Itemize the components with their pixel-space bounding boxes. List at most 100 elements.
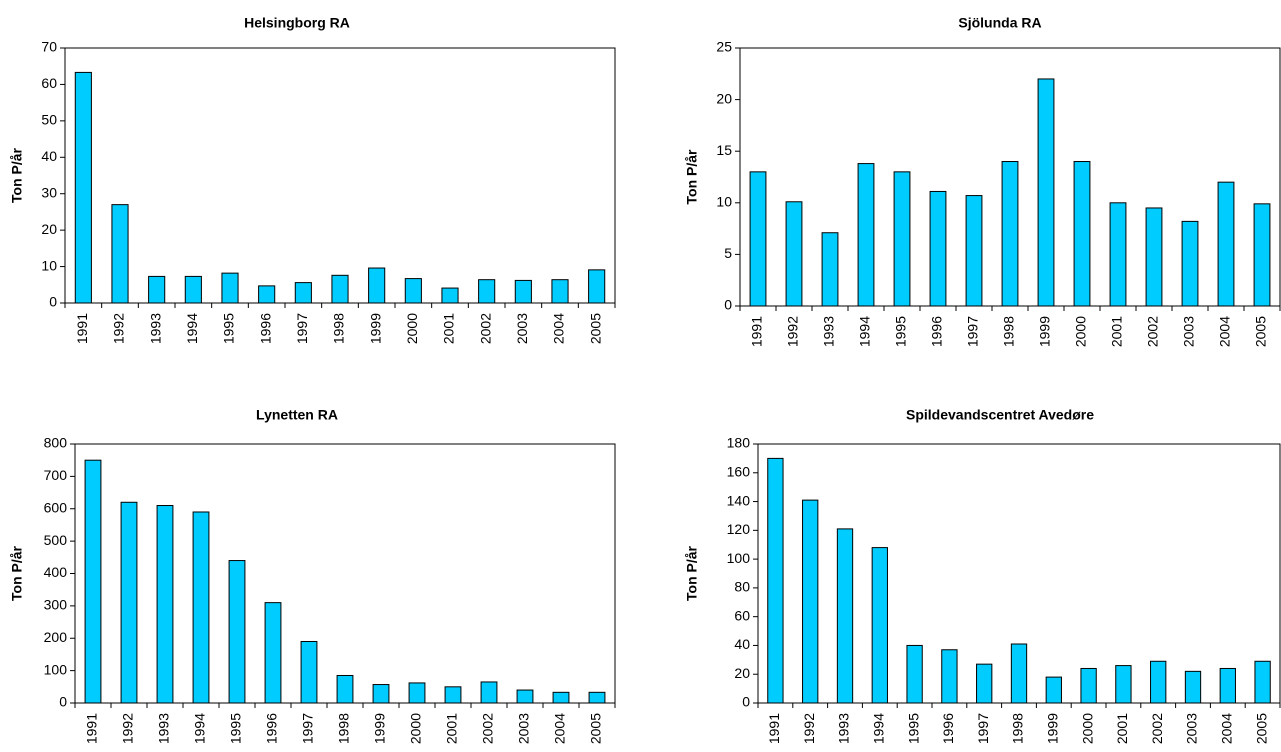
x-tick-label: 1997: [300, 713, 316, 744]
bar: [893, 171, 911, 307]
y-tick-label: 80: [734, 579, 750, 595]
chart-title: Sjölunda RA: [958, 15, 1041, 31]
y-tick-label: 400: [44, 564, 68, 580]
bar: [1253, 203, 1271, 307]
bar: [588, 269, 606, 304]
bar: [552, 691, 570, 704]
y-tick-label: 300: [44, 597, 68, 613]
bar: [871, 547, 888, 704]
x-tick-label: 1999: [367, 313, 383, 344]
x-tick-label: 2005: [1253, 713, 1269, 744]
x-tick-label: 2001: [1114, 713, 1130, 744]
x-tick-label: 1992: [785, 316, 801, 347]
x-tick-label: 1995: [893, 316, 909, 347]
bar: [785, 201, 803, 307]
x-tick-label: 1998: [1010, 713, 1026, 744]
y-axis-label: Ton P/år: [684, 545, 700, 601]
y-tick-label: 0: [59, 694, 67, 710]
x-tick-label: 1997: [294, 313, 310, 344]
bar: [480, 681, 498, 704]
x-tick-label: 2000: [408, 713, 424, 744]
bar: [228, 560, 246, 704]
y-tick-label: 120: [727, 521, 751, 537]
bar: [294, 282, 312, 304]
bar: [1150, 660, 1167, 704]
bar: [404, 278, 422, 304]
bar: [148, 275, 166, 304]
x-tick-label: 1995: [905, 713, 921, 744]
x-tick-label: 2001: [441, 313, 457, 344]
bar: [478, 279, 496, 304]
y-tick-label: 0: [49, 294, 57, 310]
bar: [906, 644, 923, 704]
bar: [1254, 660, 1271, 704]
bar: [1080, 667, 1097, 704]
x-tick-label: 1991: [74, 313, 90, 344]
y-tick-label: 140: [727, 492, 751, 508]
x-tick-label: 1997: [965, 316, 981, 347]
bar: [929, 190, 947, 307]
x-tick-label: 2000: [1079, 713, 1095, 744]
x-tick-label: 2002: [477, 313, 493, 344]
x-tick-label: 2005: [587, 313, 603, 344]
x-tick-label: 1996: [257, 313, 273, 344]
y-tick-label: 600: [44, 499, 68, 515]
x-tick-label: 1996: [940, 713, 956, 744]
x-tick-label: 1991: [766, 713, 782, 744]
x-tick-label: 2000: [1073, 316, 1089, 347]
x-tick-label: 1993: [821, 316, 837, 347]
y-tick-label: 30: [41, 184, 57, 200]
x-tick-label: 1994: [857, 316, 873, 347]
bar: [120, 501, 138, 704]
bar: [156, 505, 174, 704]
x-tick-label: 2004: [1219, 713, 1235, 744]
x-tick-label: 2002: [480, 713, 496, 744]
y-tick-label: 0: [724, 297, 732, 313]
x-tick-label: 1991: [749, 316, 765, 347]
bar: [1109, 202, 1127, 307]
bar: [588, 691, 606, 704]
x-tick-label: 1998: [331, 313, 347, 344]
bar: [1001, 161, 1019, 307]
x-tick-label: 2004: [552, 713, 568, 744]
bar: [264, 602, 282, 704]
x-tick-label: 1999: [372, 713, 388, 744]
y-tick-label: 15: [716, 142, 732, 158]
bar: [551, 279, 569, 304]
x-tick-label: 1993: [156, 713, 172, 744]
x-tick-label: 1999: [1037, 316, 1053, 347]
bar: [1037, 78, 1055, 307]
x-tick-label: 1992: [120, 713, 136, 744]
x-tick-label: 1998: [336, 713, 352, 744]
bar: [965, 195, 983, 307]
plot-frame: [64, 47, 616, 304]
bar: [74, 71, 92, 304]
bar: [221, 272, 239, 304]
y-tick-label: 200: [44, 629, 68, 645]
x-tick-label: 1994: [184, 313, 200, 344]
bar: [192, 511, 210, 704]
bar: [516, 689, 534, 704]
x-tick-label: 1992: [801, 713, 817, 744]
y-tick-label: 10: [41, 257, 57, 273]
y-tick-label: 40: [41, 148, 57, 164]
y-tick-label: 160: [727, 463, 751, 479]
x-tick-label: 2005: [588, 713, 604, 744]
bar: [441, 287, 459, 304]
y-tick-label: 60: [734, 607, 750, 623]
bar: [258, 285, 276, 304]
x-tick-label: 1994: [871, 713, 887, 744]
bar: [1073, 161, 1091, 307]
x-tick-label: 1998: [1001, 316, 1017, 347]
bar: [1145, 207, 1163, 307]
x-tick-label: 2000: [404, 313, 420, 344]
x-tick-label: 1996: [264, 713, 280, 744]
x-tick-label: 2002: [1145, 316, 1161, 347]
bar: [1115, 665, 1132, 704]
bar: [836, 528, 854, 704]
bar: [372, 684, 390, 704]
bar: [821, 232, 839, 307]
bar: [300, 640, 318, 704]
y-tick-label: 100: [727, 550, 751, 566]
